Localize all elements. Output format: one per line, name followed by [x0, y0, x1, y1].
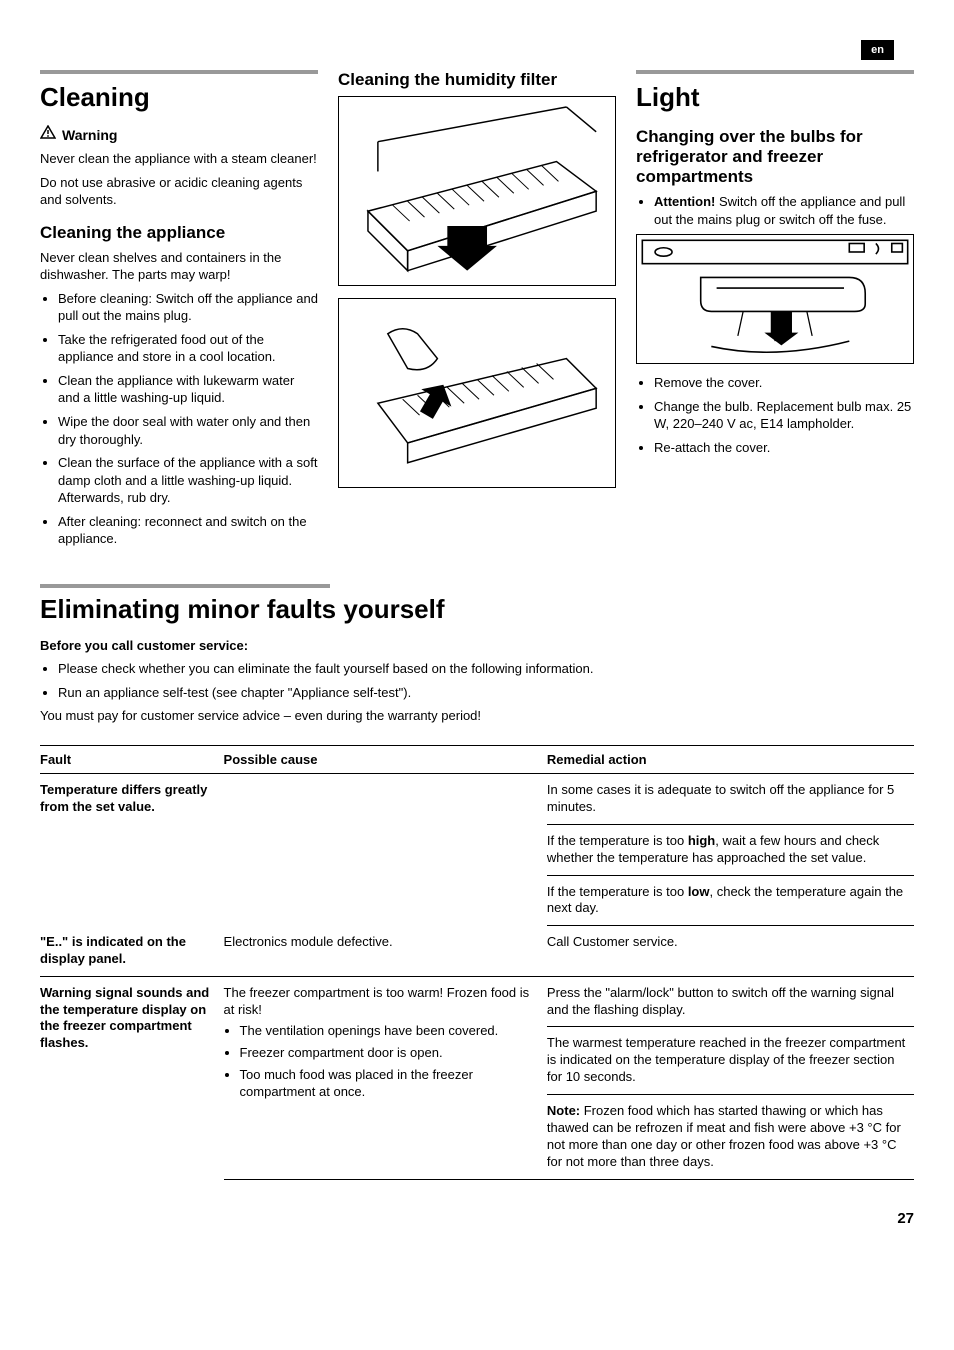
list-item: Clean the surface of the appliance with … — [58, 454, 318, 507]
fault-cell: "E.." is indicated on the display panel. — [40, 926, 224, 976]
cleaning-heading: Cleaning — [40, 82, 318, 113]
table-row: Temperature differs greatly from the set… — [40, 774, 914, 825]
note-text: Frozen food which has started thawing or… — [547, 1103, 901, 1169]
list-item: Re-attach the cover. — [654, 439, 914, 457]
text-bold: high — [688, 833, 715, 848]
list-item: Change the bulb. Replacement bulb max. 2… — [654, 398, 914, 433]
intro-p2: You must pay for customer service advice… — [40, 707, 914, 725]
text: If the temperature is too — [547, 884, 688, 899]
list-item: Wipe the door seal with water only and t… — [58, 413, 318, 448]
warning-label: Warning — [62, 127, 117, 143]
faults-heading: Eliminating minor faults yourself — [40, 594, 914, 625]
table-header-row: Fault Possible cause Remedial action — [40, 746, 914, 774]
humidity-filter-figure-1 — [338, 96, 616, 286]
fault-cell: Temperature differs greatly from the set… — [40, 774, 224, 926]
text: If the temperature is too — [547, 833, 688, 848]
light-attention-list: Attention! Switch off the appliance and … — [636, 193, 914, 228]
list-item: Run an appliance self-test (see chapter … — [58, 684, 914, 702]
list-item: The ventilation openings have been cover… — [240, 1022, 539, 1040]
light-heading: Light — [636, 82, 914, 113]
humidity-filter-figure-2 — [338, 298, 616, 488]
cleaning-appliance-p1: Never clean shelves and containers in th… — [40, 249, 318, 284]
list-item: Clean the appliance with lukewarm water … — [58, 372, 318, 407]
th-remedy: Remedial action — [547, 746, 914, 774]
remedy-cell: In some cases it is adequate to switch o… — [547, 774, 914, 825]
remedy-cell: Press the "alarm/lock" button to switch … — [547, 976, 914, 1027]
list-item: After cleaning: reconnect and switch on … — [58, 513, 318, 548]
column-light: Light Changing over the bulbs for refrig… — [636, 70, 914, 554]
section-rule — [636, 70, 914, 74]
three-column-layout: Cleaning Warning Never clean the applian… — [40, 70, 914, 554]
attention-label: Attention! — [654, 194, 715, 209]
warning-p2: Do not use abrasive or acidic cleaning a… — [40, 174, 318, 209]
cause-cell: Electronics module defective. — [224, 926, 547, 976]
cause-cell — [224, 774, 547, 926]
light-sub-heading: Changing over the bulbs for refrigerator… — [636, 127, 914, 187]
humidity-filter-heading: Cleaning the humidity filter — [338, 70, 616, 90]
list-item: Too much food was placed in the freezer … — [240, 1066, 539, 1101]
page-number: 27 — [40, 1210, 914, 1227]
remedy-cell: The warmest temperature reached in the f… — [547, 1027, 914, 1095]
list-item: Freezer compartment door is open. — [240, 1044, 539, 1062]
section-rule — [40, 70, 318, 74]
faults-intro: Before you call customer service: Please… — [40, 637, 914, 725]
list-item: Before cleaning: Switch off the applianc… — [58, 290, 318, 325]
cause-cell: The freezer compartment is too warm! Fro… — [224, 976, 547, 1179]
remedy-cell: Call Customer service. — [547, 926, 914, 976]
fault-cell: Warning signal sounds and the temperatur… — [40, 976, 224, 1179]
list-item: Attention! Switch off the appliance and … — [654, 193, 914, 228]
remedy-cell: If the temperature is too low, check the… — [547, 875, 914, 926]
warning-p1: Never clean the appliance with a steam c… — [40, 150, 318, 168]
note-label: Note: — [547, 1103, 580, 1118]
section-rule — [40, 584, 330, 588]
intro-bold: Before you call customer service: — [40, 638, 248, 653]
column-cleaning: Cleaning Warning Never clean the applian… — [40, 70, 318, 554]
th-cause: Possible cause — [224, 746, 547, 774]
cause-list: The ventilation openings have been cover… — [224, 1022, 539, 1100]
table-row: Warning signal sounds and the temperatur… — [40, 976, 914, 1027]
intro-list: Please check whether you can eliminate t… — [40, 660, 914, 701]
list-item: Please check whether you can eliminate t… — [58, 660, 914, 678]
list-item: Remove the cover. — [654, 374, 914, 392]
warning-icon — [40, 125, 56, 144]
remedy-cell: Note: Frozen food which has started thaw… — [547, 1095, 914, 1180]
warning-line: Warning — [40, 125, 318, 144]
table-row: "E.." is indicated on the display panel.… — [40, 926, 914, 976]
text-bold: low — [688, 884, 710, 899]
faults-section: Eliminating minor faults yourself Before… — [40, 584, 914, 1227]
remedy-cell: If the temperature is too high, wait a f… — [547, 824, 914, 875]
light-bulb-figure — [636, 234, 914, 364]
cleaning-appliance-heading: Cleaning the appliance — [40, 223, 318, 243]
light-steps-list: Remove the cover. Change the bulb. Repla… — [636, 374, 914, 456]
list-item: Take the refrigerated food out of the ap… — [58, 331, 318, 366]
cause-p: The freezer compartment is too warm! Fro… — [224, 985, 530, 1017]
cleaning-steps-list: Before cleaning: Switch off the applianc… — [40, 290, 318, 548]
th-fault: Fault — [40, 746, 224, 774]
faults-table: Fault Possible cause Remedial action Tem… — [40, 745, 914, 1180]
column-humidity-filter: Cleaning the humidity filter — [338, 70, 616, 554]
language-tab: en — [861, 40, 894, 60]
